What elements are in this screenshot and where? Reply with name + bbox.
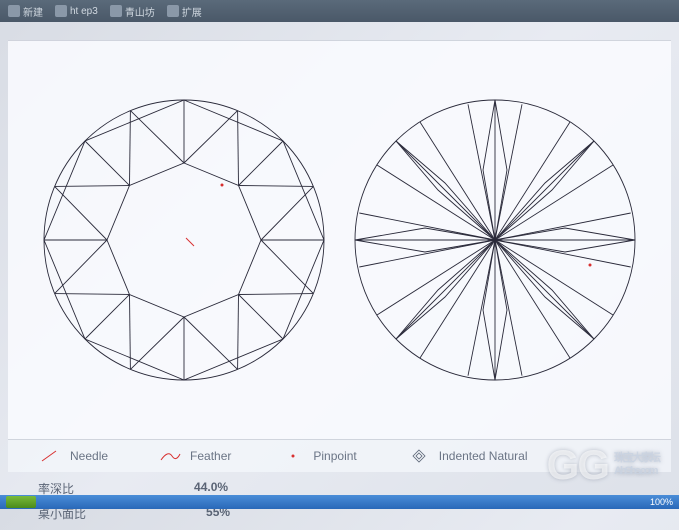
- watermark-sub2: AhShs.com: [614, 465, 659, 478]
- tab-label: 扩展: [182, 4, 202, 19]
- watermark-main: GG: [547, 441, 608, 489]
- legend-item-needle: Needle: [38, 448, 108, 464]
- browser-toolbar: 新建 ht ep3 青山坊 扩展: [0, 0, 679, 22]
- pinpoint-mark: [589, 264, 592, 267]
- tab-icon: [110, 5, 122, 17]
- legend-label: Indented Natural: [439, 449, 528, 463]
- diamond-diagram-panel: [8, 40, 671, 440]
- tab-label: ht ep3: [70, 6, 98, 17]
- tab-icon: [55, 5, 67, 17]
- browser-tab[interactable]: 新建: [8, 4, 43, 19]
- needle-icon: [38, 448, 62, 464]
- crown-diagram: [34, 90, 334, 390]
- browser-tab[interactable]: ht ep3: [55, 5, 98, 17]
- legend-label: Needle: [70, 449, 108, 463]
- indented-natural-icon: [407, 448, 431, 464]
- legend-label: Pinpoint: [313, 449, 356, 463]
- tab-label: 新建: [23, 4, 43, 19]
- needle-mark: [186, 238, 194, 246]
- puzzle-icon: [167, 5, 179, 17]
- zoom-indicator: 100%: [650, 497, 673, 507]
- tab-label: 青山坊: [125, 4, 155, 19]
- start-button[interactable]: [6, 496, 36, 508]
- legend-item-pinpoint: Pinpoint: [281, 448, 356, 464]
- watermark-sub1: 珠宝大家坛: [614, 452, 659, 465]
- legend-item-feather: Feather: [158, 448, 231, 464]
- browser-tab[interactable]: 青山坊: [110, 4, 155, 19]
- watermark: GG 珠宝大家坛 AhShs.com: [547, 441, 659, 489]
- pavilion-diagram: [345, 90, 645, 390]
- windows-taskbar[interactable]: 100%: [0, 495, 679, 509]
- tab-icon: [8, 5, 20, 17]
- browser-tab[interactable]: 扩展: [167, 4, 202, 19]
- legend-label: Feather: [190, 449, 231, 463]
- pinpoint-icon: [281, 448, 305, 464]
- pinpoint-mark: [220, 184, 223, 187]
- legend-item-indented-natural: Indented Natural: [407, 448, 528, 464]
- feather-icon: [158, 448, 182, 464]
